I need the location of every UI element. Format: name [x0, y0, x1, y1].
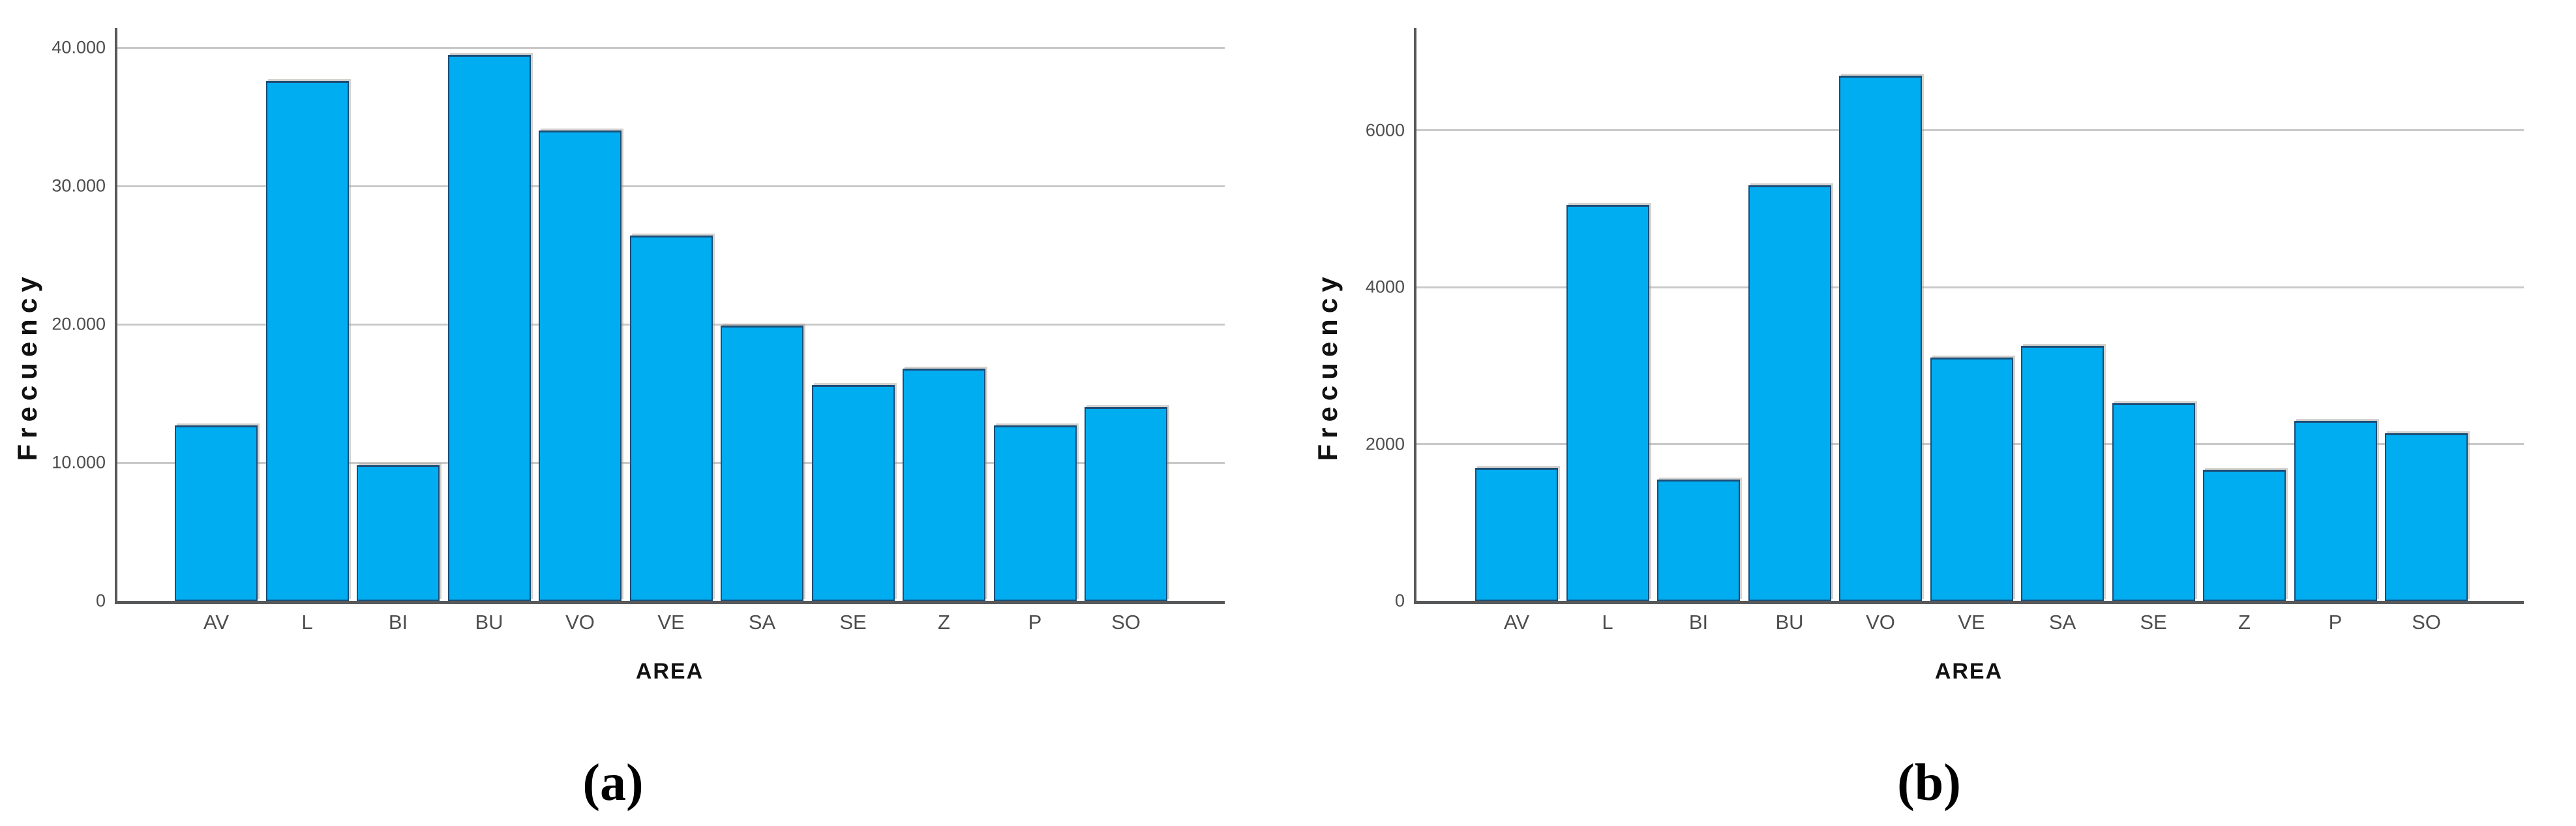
- bar-SA: [2021, 346, 2104, 601]
- bar-P: [2294, 420, 2377, 601]
- x-tick-label-SO: SO: [2412, 611, 2441, 634]
- x-tick-label-SE: SE: [839, 611, 867, 634]
- x-tick-label-P: P: [2328, 611, 2343, 634]
- bar-VO: [539, 130, 622, 601]
- bar-SE: [811, 385, 895, 601]
- bar-Z: [903, 368, 985, 601]
- x-tick-label-Z: Z: [938, 611, 950, 634]
- bar-SO: [2385, 433, 2468, 601]
- bar-L: [265, 80, 349, 601]
- y-tick-label: 6000: [1365, 120, 1405, 140]
- bar-AV: [1475, 467, 1558, 601]
- x-tick-label-L: L: [301, 611, 313, 634]
- y-tick-label: 4000: [1365, 277, 1405, 297]
- x-axis-title: AREA: [635, 659, 704, 684]
- bar-AV: [175, 425, 258, 601]
- x-tick-label-AV: AV: [1503, 611, 1530, 634]
- x-axis: [1414, 601, 2524, 604]
- caption-a: (a): [582, 754, 644, 812]
- bar-BU: [1748, 185, 1831, 601]
- x-tick-label-SE: SE: [2140, 611, 2167, 634]
- y-tick-label: 30.000: [52, 176, 106, 196]
- y-tick-label: 0: [1394, 590, 1405, 611]
- y-axis: [115, 28, 117, 604]
- x-tick-label-AV: AV: [203, 611, 230, 634]
- x-tick-label-P: P: [1028, 611, 1042, 634]
- x-tick-label-VO: VO: [1866, 611, 1895, 634]
- y-tick-label: 10.000: [52, 452, 106, 472]
- x-tick-label-Z: Z: [2238, 611, 2251, 634]
- bar-BI: [1657, 479, 1740, 601]
- x-tick-label-SO: SO: [1111, 611, 1141, 634]
- bar-L: [1566, 205, 1649, 601]
- y-tick-label: 0: [95, 590, 106, 611]
- x-axis: [115, 601, 1225, 604]
- bar-BU: [447, 54, 531, 601]
- y-axis: [1414, 28, 1416, 604]
- bar-Z: [2203, 470, 2286, 601]
- x-tick-label-SA: SA: [2048, 611, 2076, 634]
- y-tick-label: 20.000: [52, 314, 106, 334]
- y-tick-label: 2000: [1365, 434, 1405, 454]
- gridline-30.000: [115, 185, 1225, 187]
- bar-VE: [629, 236, 713, 601]
- x-tick-label-SA: SA: [748, 611, 776, 634]
- y-axis-title: Frecuency: [1312, 271, 1343, 461]
- caption-b: (b): [1897, 754, 1961, 812]
- gridline-6000: [1414, 129, 2524, 132]
- bar-SO: [1085, 407, 1167, 601]
- x-tick-label-VO: VO: [565, 611, 595, 634]
- x-tick-label-L: L: [1602, 611, 1613, 634]
- x-tick-label-BI: BI: [388, 611, 408, 634]
- bar-SA: [721, 326, 803, 601]
- bar-VO: [1839, 75, 1922, 601]
- x-tick-label-VE: VE: [1958, 611, 1985, 634]
- x-tick-label-BU: BU: [475, 611, 503, 634]
- x-tick-label-VE: VE: [657, 611, 685, 634]
- x-tick-label-BU: BU: [1775, 611, 1804, 634]
- bar-VE: [1930, 358, 2013, 601]
- bar-BI: [357, 465, 440, 601]
- gridline-4000: [1414, 286, 2524, 288]
- x-tick-label-BI: BI: [1688, 611, 1709, 634]
- bar-SE: [2112, 403, 2195, 601]
- bar-P: [993, 425, 1077, 601]
- gridline-40.000: [115, 46, 1225, 49]
- x-axis-title: AREA: [1934, 659, 2003, 684]
- y-tick-label: 40.000: [52, 37, 106, 57]
